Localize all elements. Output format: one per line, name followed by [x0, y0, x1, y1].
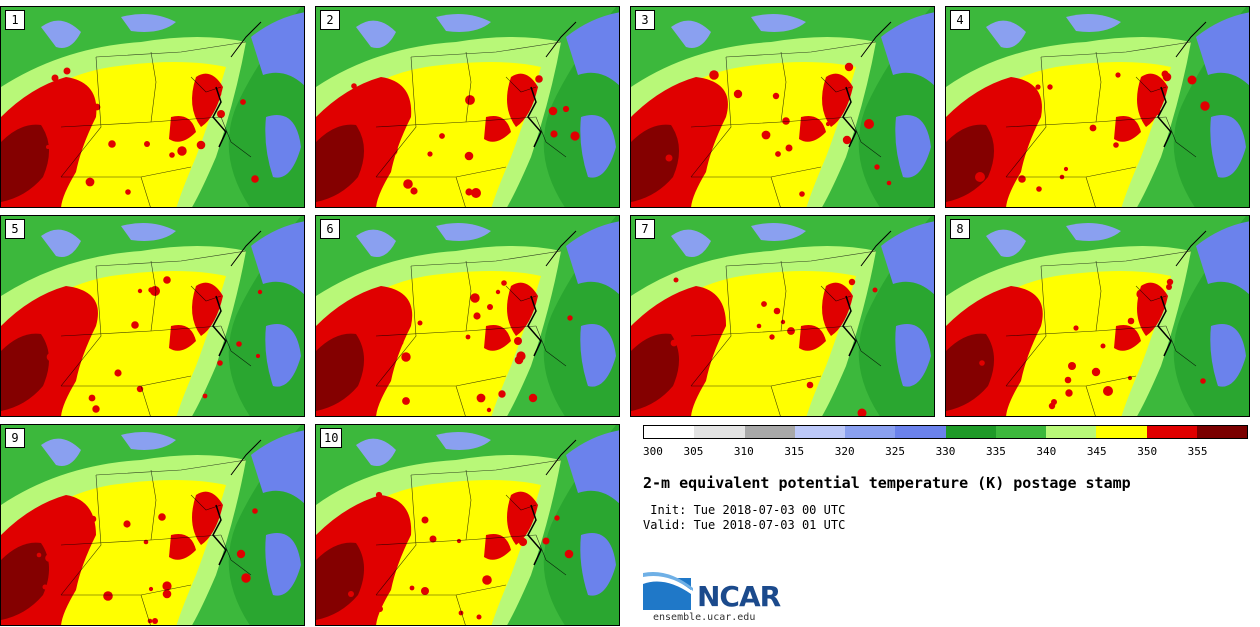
equivalent-potential-temperature-map [631, 7, 934, 207]
colorbar-tick-label: 320 [834, 445, 855, 458]
colorbar-tick-label: 330 [935, 445, 956, 458]
colorbar-tick-label: 325 [885, 445, 906, 458]
figure-title: 2-m equivalent potential temperature (K)… [643, 474, 1131, 492]
equivalent-potential-temperature-map [1, 216, 304, 416]
colorbar-swatch [744, 426, 795, 438]
panel-number-label: 7 [635, 219, 655, 239]
map-panel-7: 7 [630, 215, 935, 417]
valid-time: Valid: Tue 2018-07-03 01 UTC [643, 518, 846, 532]
equivalent-potential-temperature-map [946, 7, 1249, 207]
map-panel-10: 10 [315, 424, 620, 626]
panel-number-label: 4 [950, 10, 970, 30]
ncar-logo-text: NCAR [697, 580, 781, 613]
colorbar-tick-label: 335 [985, 445, 1006, 458]
map-panel-2: 2 [315, 6, 620, 208]
equivalent-potential-temperature-map [1, 7, 304, 207]
colorbar-tick-labels: 300 305 310 315 320 325 330 335 340 345 350 355 [643, 445, 1248, 459]
panel-number-label: 8 [950, 219, 970, 239]
map-panel-4: 4 [945, 6, 1250, 208]
map-panel-5: 5 [0, 215, 305, 417]
colorbar-tick-label: 305 [683, 445, 704, 458]
map-panel-1: 1 [0, 6, 305, 208]
colorbar [643, 425, 1248, 439]
colorbar-swatch [945, 426, 996, 438]
site-url: ensemble.ucar.edu [653, 612, 756, 623]
colorbar-tick-label: 355 [1187, 445, 1208, 458]
map-panel-3: 3 [630, 6, 935, 208]
colorbar-swatch [995, 426, 1046, 438]
colorbar-swatch [1046, 426, 1097, 438]
panel-number-label: 10 [320, 428, 343, 448]
colorbar-swatch [794, 426, 845, 438]
map-panel-9: 9 [0, 424, 305, 626]
equivalent-potential-temperature-map [1, 425, 304, 625]
colorbar-tick-label: 345 [1086, 445, 1107, 458]
colorbar-swatch [644, 426, 695, 438]
panel-number-label: 1 [5, 10, 25, 30]
colorbar-tick-label: 315 [784, 445, 805, 458]
colorbar-tick-label: 340 [1036, 445, 1057, 458]
equivalent-potential-temperature-map [316, 7, 619, 207]
equivalent-potential-temperature-map [316, 425, 619, 625]
equivalent-potential-temperature-map [946, 216, 1249, 416]
colorbar-swatch [845, 426, 896, 438]
panel-number-label: 2 [320, 10, 340, 30]
colorbar-tick-label: 300 [643, 445, 663, 458]
colorbar-swatch [895, 426, 946, 438]
colorbar-tick-label: 310 [733, 445, 754, 458]
equivalent-potential-temperature-map [631, 216, 934, 416]
map-panel-8: 8 [945, 215, 1250, 417]
panel-number-label: 9 [5, 428, 25, 448]
ncar-logo-icon [643, 572, 693, 610]
panel-number-label: 3 [635, 10, 655, 30]
map-panel-6: 6 [315, 215, 620, 417]
equivalent-potential-temperature-map [316, 216, 619, 416]
colorbar-swatch [1146, 426, 1197, 438]
colorbar-swatch [694, 426, 745, 438]
colorbar-swatch [1096, 426, 1147, 438]
panel-number-label: 5 [5, 219, 25, 239]
init-time: Init: Tue 2018-07-03 00 UTC [643, 503, 846, 517]
panel-number-label: 6 [320, 219, 340, 239]
colorbar-tick-label: 350 [1137, 445, 1158, 458]
colorbar-swatch [1196, 426, 1247, 438]
